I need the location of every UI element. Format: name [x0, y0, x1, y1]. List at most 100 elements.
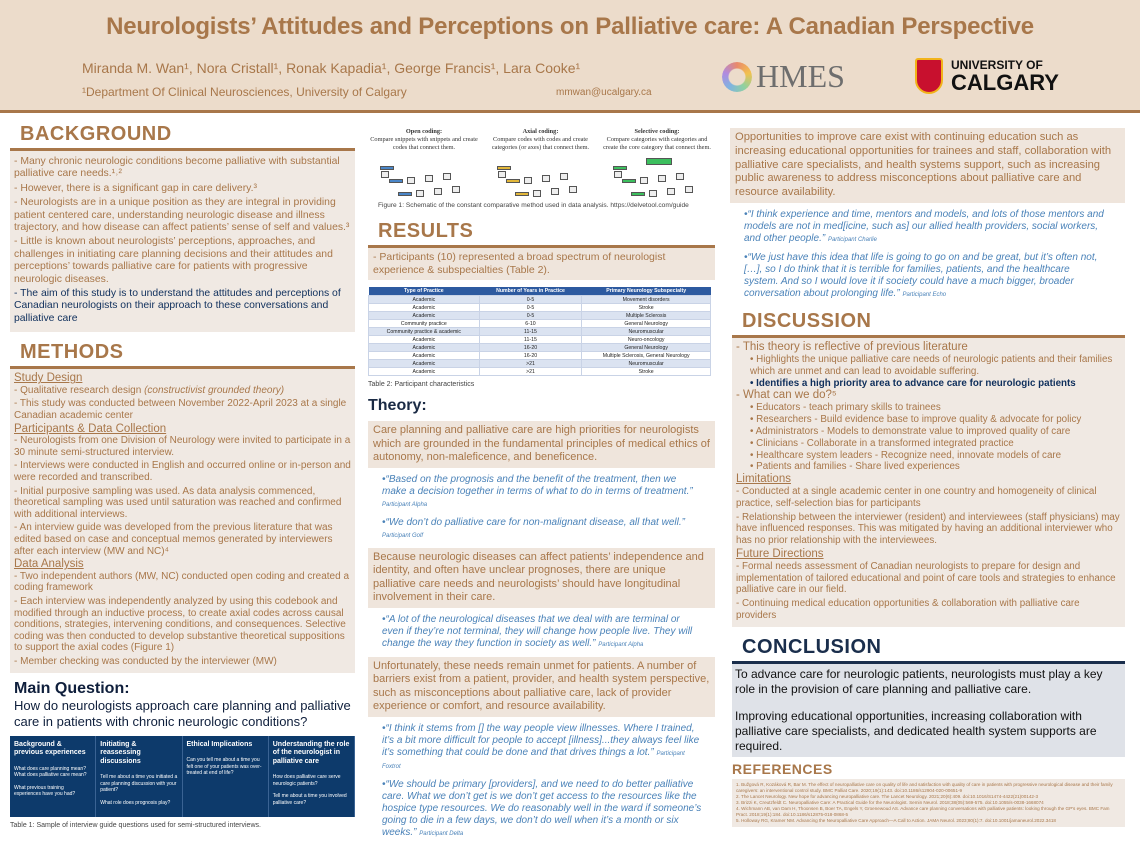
table-cell: Neuro-oncology — [581, 335, 711, 344]
coding-panel: Selective coding: Compare categories with… — [601, 128, 713, 198]
table-cell: 0-5 — [478, 303, 583, 312]
quote-text: “Based on the prognosis and the benefit … — [382, 473, 693, 497]
contact-email[interactable]: mmwan@ucalgary.ca — [556, 87, 652, 98]
divider — [732, 334, 1125, 338]
tree-node — [532, 190, 541, 197]
method-item: - Member checking was conducted by the i… — [14, 655, 277, 667]
tree-node — [613, 166, 627, 170]
background-item: - However, there is a significant gap in… — [14, 182, 257, 194]
table-cell: General Neurology — [581, 319, 711, 328]
conclusion-text: To advance care for neurologic patients,… — [735, 666, 1103, 696]
method-item: - Initial purposive sampling was used. A… — [14, 485, 342, 520]
tree-node — [381, 171, 389, 178]
middle-column: Open coding: Compare snippets with snippe… — [368, 128, 715, 840]
theory-statement: Opportunities to improve care exist with… — [730, 128, 1125, 203]
ucalgary-logo: UNIVERSITY OF CALGARY — [915, 58, 1059, 94]
tree-node — [640, 177, 648, 184]
tree-node — [550, 188, 559, 195]
tree-node — [496, 166, 511, 170]
analysis-subheading: Data Analysis — [14, 558, 84, 571]
results-section: RESULTS - Participants (10) represented … — [368, 219, 715, 280]
discussion-bullet: Highlights the unique palliative care ne… — [750, 354, 1121, 378]
affiliation: ¹Department Of Clinical Neurosciences, U… — [82, 85, 407, 99]
authors: Miranda M. Wan¹, Nora Cristall¹, Ronak K… — [82, 60, 581, 76]
coding-panel-title: Axial coding: — [522, 128, 559, 135]
main-question: Main Question: How do neurologists appro… — [10, 679, 355, 730]
table-cell: Movement disorders — [581, 295, 711, 304]
method-item: - Interviews were conducted in English a… — [14, 460, 351, 484]
discussion-bullet: Healthcare system leaders - Recognize ne… — [750, 450, 1121, 462]
study-aim: - The aim of this study is to understand… — [14, 288, 341, 324]
theory-continued: Opportunities to improve care exist with… — [730, 128, 1125, 301]
table-cell: 16-20 — [478, 351, 583, 360]
hmes-logo-text: HMES — [756, 58, 845, 94]
tree-node — [425, 175, 433, 182]
tree-node — [523, 177, 532, 184]
table-cell: Stroke — [581, 303, 711, 312]
participant-quote: •“We should be primary [providers], and … — [382, 778, 702, 838]
tree-node — [407, 177, 415, 184]
coding-panel-text: Compare categories with categories and c… — [603, 136, 711, 151]
guide-question: What previous training experiences have … — [14, 784, 76, 798]
discussion-bullet: Educators - teach primary skills to trai… — [750, 402, 1121, 414]
discussion-bullet-bold: Identifies a high priority area to advan… — [750, 378, 1121, 390]
discussion-bullet: Administrators - Models to demonstrate v… — [750, 426, 1121, 438]
table-cell: 16-20 — [478, 343, 583, 352]
table-cell: Academic — [368, 359, 480, 368]
table-cell: >21 — [478, 367, 583, 376]
reference-item: 4. Wichmann AB, van Dam H, Thoonsen B, B… — [736, 805, 1110, 817]
future-item: - Formal needs assessment of Canadian ne… — [736, 560, 1116, 596]
figure1-caption: Figure 1: Schematic of the constant comp… — [378, 202, 689, 209]
table-row: Academic >21 Stroke — [368, 367, 711, 376]
table-header: Number of Years in Practice — [479, 287, 582, 296]
method-item: - Two independent authors (MW, NC) condu… — [14, 570, 350, 594]
table-row: Academic 0-5 Movement disorders — [368, 295, 711, 304]
methods-section: METHODS Study Design - Qualitative resea… — [10, 340, 355, 673]
conclusion-heading: CONCLUSION — [742, 635, 882, 658]
quote-attribution: Participant Delta — [419, 830, 464, 837]
quote-attribution: Participant Golf — [382, 532, 424, 539]
guide-question: Tell me about a time you initiated a car… — [100, 774, 178, 794]
conclusion-text: Improving educational opportunities, inc… — [735, 708, 1097, 753]
table-row: Academic 16-20 Multiple Sclerosis, General… — [368, 351, 711, 360]
shield-icon — [915, 58, 943, 94]
table-cell: Community practice & academic — [368, 327, 480, 336]
guide-column: Ethical Implications Can you tell me abou… — [183, 735, 269, 818]
quote-text: “I think experience and time, mentors an… — [744, 208, 1104, 244]
participant-quote: •“Based on the prognosis and the benefit… — [382, 473, 693, 508]
method-item: - Qualitative research design (construct… — [14, 385, 351, 397]
method-item: - An interview guide was developed from … — [14, 522, 333, 557]
tree-node — [676, 173, 684, 180]
poster-header: Neurologists’ Attitudes and Perceptions … — [0, 0, 1140, 113]
background-heading: BACKGROUND — [20, 123, 172, 145]
discussion-bullet: Researchers - Build evidence base to imp… — [750, 414, 1121, 426]
tree-node — [398, 192, 412, 196]
tree-node — [434, 188, 442, 195]
right-column: Opportunities to improve care exist with… — [730, 128, 1125, 827]
guide-column-title: Understanding the role of the neurologis… — [272, 740, 350, 765]
results-text: - Participants (10) represented a broad … — [368, 248, 715, 280]
coding-panel-title: Open coding: — [405, 128, 443, 135]
tree-node — [614, 171, 622, 178]
table-header: Type of Practice — [368, 287, 480, 296]
logo-line2: CALGARY — [951, 69, 1059, 95]
reference-item: 2. The Lancet Neurology. New hope for ad… — [736, 793, 1039, 799]
quote-text: “I think it stems from [] the way people… — [382, 722, 700, 758]
method-item: - Each interview was independently analy… — [14, 595, 346, 654]
theory-statement: Care planning and palliative care are hi… — [368, 421, 715, 468]
background-item: - Little is known about neurologists’ pe… — [14, 236, 333, 285]
figure1: Open coding: Compare snippets with snippe… — [368, 128, 715, 209]
method-item: - Neurologists from one Division of Neur… — [14, 435, 351, 458]
guide-question: How does palliative care serve neurologi… — [272, 774, 341, 787]
participant-table-wrap: Type of Practice Number of Years in Pract… — [368, 287, 715, 388]
table-cell: Academic — [368, 367, 480, 376]
tree-node — [389, 179, 403, 183]
tree-node — [497, 171, 506, 178]
table-cell: Neuromuscular — [581, 327, 711, 336]
references-section: REFERENCES 1. Bužgová R, Kozáková R, Bar… — [730, 761, 1125, 827]
methods-heading: METHODS — [20, 341, 124, 364]
table-row: Academic 0-5 Multiple Sclerosis — [368, 311, 711, 320]
guide-column: Background & previous experiences What do… — [10, 735, 97, 818]
tree-node — [505, 179, 520, 183]
coding-panel: Axial coding: Compare codes with codes an… — [485, 128, 597, 198]
